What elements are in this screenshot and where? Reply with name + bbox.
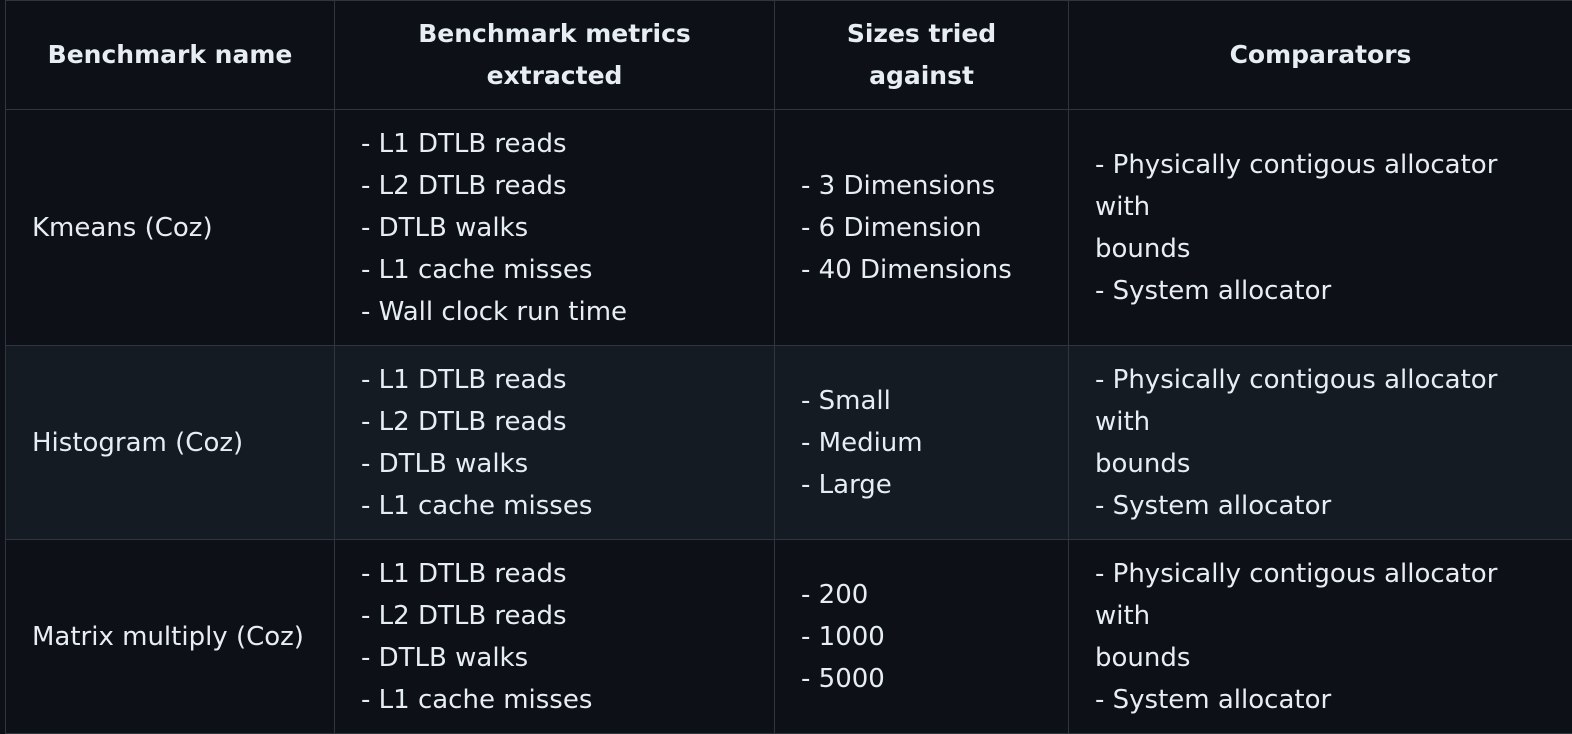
metric-item: - L1 cache misses: [361, 684, 593, 715]
benchmark-table: Benchmark name Benchmark metrics extract…: [5, 0, 1572, 734]
comparator-item: - System allocator: [1095, 490, 1332, 521]
header-benchmark-name: Benchmark name: [5, 0, 335, 110]
comparator-item: bounds: [1095, 642, 1191, 673]
metric-item: - L1 DTLB reads: [361, 364, 567, 395]
metric-item: - L1 cache misses: [361, 490, 593, 521]
comparator-item: - Physically contigous allocator: [1095, 558, 1498, 589]
size-item: - 200: [801, 579, 869, 610]
comparators-cell: - Physically contigous allocator with bo…: [1068, 539, 1572, 734]
metric-item: - L2 DTLB reads: [361, 170, 567, 201]
comparator-item: - Physically contigous allocator: [1095, 149, 1498, 180]
header-sizes-tried: Sizes tried against: [774, 0, 1069, 110]
comparator-item: bounds: [1095, 233, 1191, 264]
comparators-cell: - Physically contigous allocator with bo…: [1068, 345, 1572, 541]
metric-item: - L2 DTLB reads: [361, 600, 567, 631]
sizes-cell: - Small - Medium - Large: [774, 345, 1069, 541]
comparator-item: with: [1095, 406, 1151, 437]
size-item: - Medium: [801, 427, 923, 458]
metric-item: - L1 DTLB reads: [361, 128, 567, 159]
metrics-cell: - L1 DTLB reads - L2 DTLB reads - DTLB w…: [334, 345, 775, 541]
table-row: Kmeans (Coz) - L1 DTLB reads - L2 DTLB r…: [5, 108, 1572, 347]
metric-item: - L1 DTLB reads: [361, 558, 567, 589]
metric-item: - L2 DTLB reads: [361, 406, 567, 437]
table-row: Histogram (Coz) - L1 DTLB reads - L2 DTL…: [5, 345, 1572, 541]
size-item: - 5000: [801, 663, 885, 694]
size-item: - Small: [801, 385, 891, 416]
metric-item: - L1 cache misses: [361, 254, 593, 285]
size-item: - 6 Dimension: [801, 212, 982, 243]
metric-item: - Wall clock run time: [361, 296, 628, 327]
metrics-cell: - L1 DTLB reads - L2 DTLB reads - DTLB w…: [334, 108, 775, 347]
size-item: - 40 Dimensions: [801, 254, 1012, 285]
size-item: - 3 Dimensions: [801, 170, 996, 201]
table-row: Matrix multiply (Coz) - L1 DTLB reads - …: [5, 539, 1572, 734]
comparators-cell: - Physically contigous allocator with bo…: [1068, 108, 1572, 347]
sizes-cell: - 3 Dimensions - 6 Dimension - 40 Dimens…: [774, 108, 1069, 347]
comparator-item: with: [1095, 191, 1151, 222]
size-item: - 1000: [801, 621, 885, 652]
comparator-item: - System allocator: [1095, 684, 1332, 715]
benchmark-name-cell: Kmeans (Coz): [5, 108, 335, 347]
comparator-item: bounds: [1095, 448, 1191, 479]
header-benchmark-metrics: Benchmark metrics extracted: [334, 0, 775, 110]
header-row: Benchmark name Benchmark metrics extract…: [5, 0, 1572, 110]
comparator-item: - Physically contigous allocator: [1095, 364, 1498, 395]
header-comparators: Comparators: [1068, 0, 1572, 110]
size-item: - Large: [801, 469, 892, 500]
metric-item: - DTLB walks: [361, 642, 529, 673]
metrics-cell: - L1 DTLB reads - L2 DTLB reads - DTLB w…: [334, 539, 775, 734]
metric-item: - DTLB walks: [361, 448, 529, 479]
metric-item: - DTLB walks: [361, 212, 529, 243]
benchmark-name-cell: Matrix multiply (Coz): [5, 539, 335, 734]
benchmark-name-cell: Histogram (Coz): [5, 345, 335, 541]
comparator-item: with: [1095, 600, 1151, 631]
comparator-item: - System allocator: [1095, 275, 1332, 306]
sizes-cell: - 200 - 1000 - 5000: [774, 539, 1069, 734]
